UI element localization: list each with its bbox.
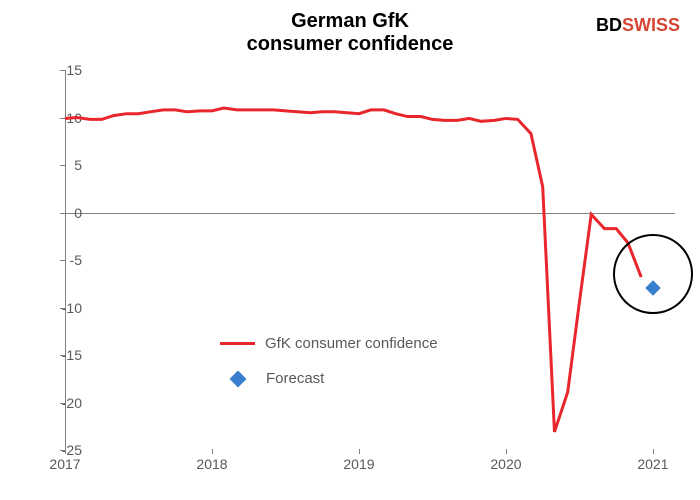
circle-annotation	[613, 234, 692, 314]
x-tick-label: 2021	[637, 456, 668, 472]
chart-title: German GfK consumer confidence	[247, 10, 454, 56]
x-tick-label: 2018	[196, 456, 227, 472]
x-tick-label: 2019	[343, 456, 374, 472]
legend-line-swatch	[220, 342, 255, 345]
x-tick-label: 2017	[49, 456, 80, 472]
legend-item-forecast: Forecast	[220, 370, 438, 387]
logo-bd: BD	[596, 15, 622, 35]
logo: BDSWISS	[596, 15, 680, 36]
legend-line-label: GfK consumer confidence	[265, 335, 438, 352]
x-tick-label: 2020	[490, 456, 521, 472]
legend: GfK consumer confidence Forecast	[220, 335, 438, 405]
legend-marker-swatch	[230, 370, 247, 387]
legend-forecast-label: Forecast	[266, 370, 324, 387]
chart-container: BDSWISS German GfK consumer confidence -…	[0, 0, 700, 500]
logo-swiss: SWISS	[622, 15, 680, 35]
legend-item-line: GfK consumer confidence	[220, 335, 438, 352]
